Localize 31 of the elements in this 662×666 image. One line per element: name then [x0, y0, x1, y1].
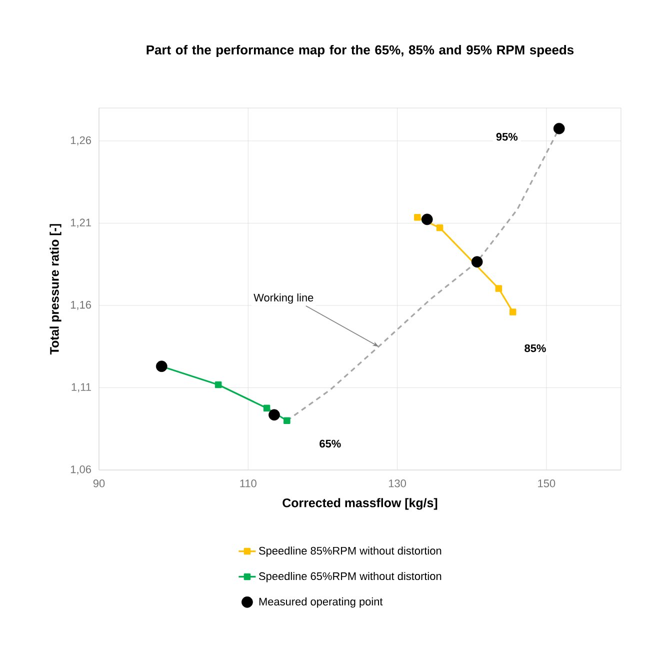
point — [414, 214, 421, 221]
point — [263, 404, 270, 412]
point — [214, 381, 222, 388]
y-tick-label: 1,26 — [70, 136, 91, 146]
y-tick-label: 1,11 — [72, 383, 91, 392]
point — [284, 417, 290, 424]
point — [553, 122, 565, 134]
point — [471, 256, 483, 268]
point — [436, 224, 444, 232]
x-tick-label: 150 — [538, 480, 556, 488]
point — [495, 285, 502, 292]
legend-label: Speedline 85%RPM without distortion — [259, 546, 442, 557]
y-tick-label: 1,21 — [70, 218, 91, 228]
point — [509, 308, 516, 316]
annotation: Working line — [254, 293, 314, 304]
chart-title: Part of the performance map for the 65%, 85% and 95% RPM speeds — [146, 44, 574, 58]
x-axis-title: Corrected massflow [kg/s] — [282, 498, 438, 510]
legend-label: Speedline 65%RPM without distortion — [259, 572, 442, 582]
annotation: 65% — [320, 440, 341, 448]
point — [268, 409, 280, 421]
x-tick-label: 90 — [93, 480, 105, 488]
y-axis-title: Total pressure ratio [-] — [50, 224, 62, 354]
y-tick-label: 1,16 — [70, 300, 91, 310]
y-tick-label: 1,06 — [70, 465, 91, 475]
annotation: 95% — [496, 132, 518, 141]
annotation: 85% — [524, 344, 546, 352]
point — [421, 214, 433, 226]
x-tick-label: 130 — [388, 480, 406, 488]
x-tick-label: 110 — [240, 480, 256, 488]
legend-label: Measured operating point — [259, 597, 383, 608]
point — [156, 360, 168, 372]
